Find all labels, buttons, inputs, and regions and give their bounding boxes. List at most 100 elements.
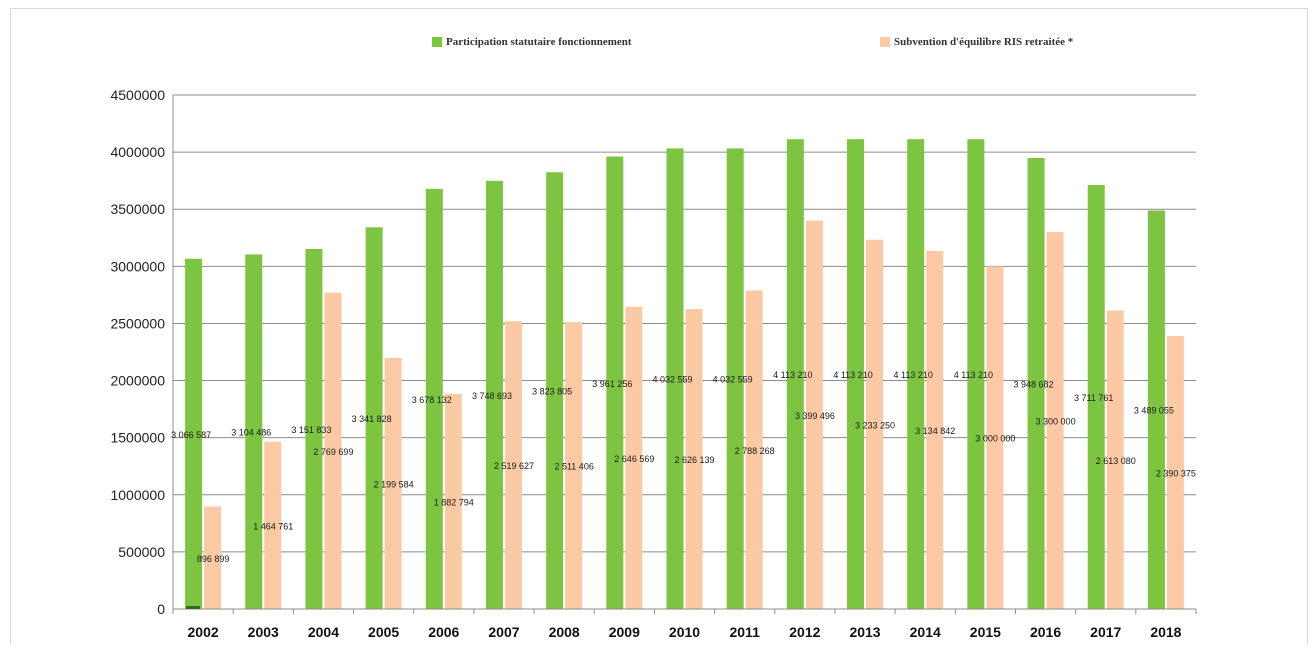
bar-participation [1027,157,1045,609]
bar-subvention [565,322,583,609]
bar-subvention [1046,232,1064,610]
bar-participation [185,258,203,609]
x-tick-label: 2018 [1150,624,1181,640]
x-tick-label: 2005 [368,624,399,640]
bar-participation [546,172,564,609]
bar-participation [365,227,383,609]
bar-subvention [444,393,462,609]
bar-participation [726,148,744,609]
data-label-subvention: 2 646 569 [614,454,654,464]
bar-participation [1087,185,1105,609]
bar-subvention [745,290,763,609]
data-label-subvention: 2 511 406 [554,462,593,472]
data-label-participation: 3 711 761 [1074,393,1113,403]
bar-subvention [1106,310,1124,609]
bar-participation [425,188,443,609]
bar-subvention [384,357,402,609]
y-tick-label: 3500000 [110,201,165,217]
y-tick-label: 0 [157,601,165,617]
data-label-subvention: 2 769 699 [313,447,353,457]
data-label-participation: 3 961 256 [592,379,632,389]
bar-participation [666,148,684,609]
data-label-participation: 3 066 587 [171,430,211,440]
bar-subvention [504,321,522,609]
data-label-participation: 4 113 210 [954,370,993,380]
bar-subvention [264,441,282,609]
y-tick-label: 500000 [118,544,165,560]
legend-label-subvention: Subvention d'équilibre RIS retraitée * [894,36,1074,48]
bar-participation [847,139,865,610]
data-label-participation: 4 113 210 [773,370,812,380]
bar-subvention [866,239,884,610]
x-tick-label: 2007 [488,624,519,640]
bar-participation [485,180,503,609]
x-tick-label: 2014 [910,624,941,640]
data-label-participation: 3 151 833 [291,425,331,435]
data-label-subvention: 3 134 842 [915,426,955,436]
bar-participation [305,248,323,609]
legend-swatch-subvention [880,37,890,47]
data-label-participation: 4 113 210 [833,370,872,380]
bar-participation [967,139,985,610]
chart-legend: Participation statutaire fonctionnement … [0,36,1314,56]
x-tick-label: 2015 [970,624,1001,640]
data-label-participation: 3 823 805 [532,387,572,397]
data-label-subvention: 2 788 268 [735,446,775,456]
legend-item-subvention: Subvention d'équilibre RIS retraitée * [880,36,1073,48]
data-label-participation: 4 113 210 [894,370,933,380]
bar-subvention [324,292,342,609]
legend-label-participation: Participation statutaire fonctionnement [446,36,632,48]
x-tick-label: 2002 [188,624,219,640]
bar-participation [786,139,804,610]
data-label-subvention: 2 199 584 [374,479,414,489]
baseline-marker [186,606,200,609]
data-label-subvention: 2 519 627 [494,461,534,471]
bar-subvention [625,306,643,609]
data-label-participation: 3 748 693 [472,391,512,401]
bar-participation [245,254,263,609]
bar-subvention [986,266,1004,609]
x-tick-label: 2016 [1030,624,1061,640]
y-tick-label: 4500000 [110,87,165,103]
bar-subvention [685,309,703,609]
x-tick-label: 2004 [308,624,339,640]
bar-participation [606,156,624,609]
bar-subvention [926,250,944,609]
legend-item-participation: Participation statutaire fonctionnement [432,36,632,48]
x-tick-label: 2017 [1090,624,1121,640]
bar-subvention [805,220,823,609]
y-tick-label: 3000000 [110,258,165,274]
data-label-subvention: 3 399 496 [795,411,835,421]
data-label-subvention: 3 000 000 [975,434,1015,444]
data-label-participation: 3 948 682 [1014,379,1054,389]
data-label-subvention: 3 300 000 [1036,417,1076,427]
y-tick-label: 4000000 [110,144,165,160]
data-label-participation: 4 032 559 [713,375,753,385]
data-label-subvention: 2 613 080 [1096,456,1136,466]
data-label-subvention: 1 464 761 [253,521,293,531]
y-tick-label: 1500000 [110,430,165,446]
data-label-subvention: 2 626 139 [674,455,714,465]
data-label-participation: 4 032 559 [652,375,692,385]
chart-frame [10,8,1308,644]
y-tick-label: 1000000 [110,487,165,503]
y-tick-label: 2500000 [110,315,165,331]
x-tick-label: 2009 [609,624,640,640]
data-label-participation: 3 104 486 [231,428,271,438]
bar-participation [1147,210,1165,609]
data-label-subvention: 2 390 375 [1156,468,1196,478]
x-tick-label: 2003 [248,624,279,640]
data-label-participation: 3 489 055 [1134,406,1174,416]
x-tick-label: 2012 [789,624,820,640]
x-tick-label: 2006 [428,624,459,640]
data-label-subvention: 1 882 794 [434,497,474,507]
x-tick-label: 2010 [669,624,700,640]
bar-participation [907,139,925,610]
legend-swatch-participation [432,37,442,47]
data-label-participation: 3 678 132 [412,395,452,405]
x-tick-label: 2013 [849,624,880,640]
bar-subvention [1166,335,1184,609]
x-tick-label: 2011 [729,624,760,640]
data-label-participation: 3 341 828 [352,414,392,424]
